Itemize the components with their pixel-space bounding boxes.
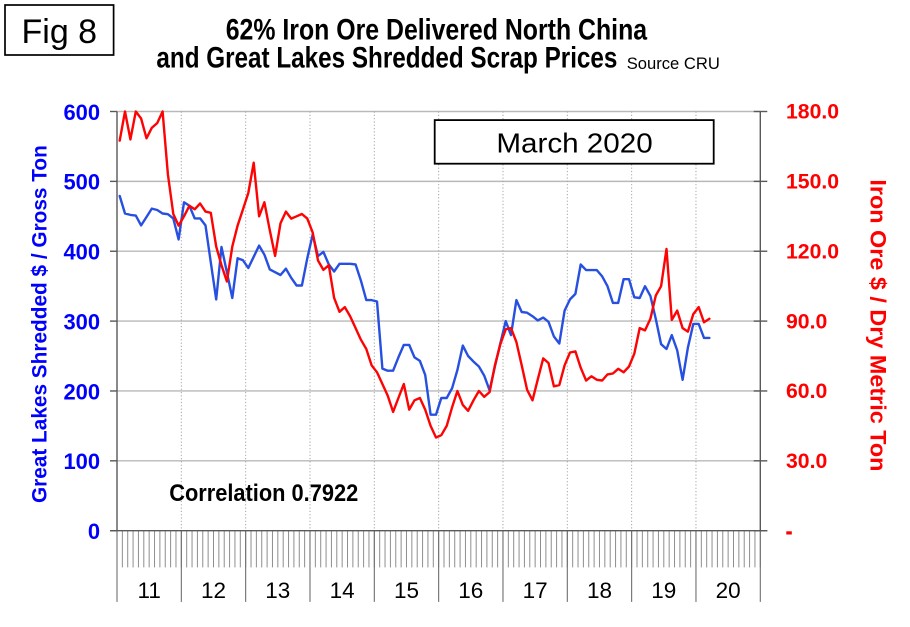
svg-text:18: 18	[587, 578, 612, 603]
svg-text:13: 13	[265, 578, 290, 603]
svg-text:200: 200	[63, 379, 100, 404]
svg-text:90.0: 90.0	[786, 310, 827, 333]
svg-text:15: 15	[394, 578, 419, 603]
svg-text:17: 17	[523, 578, 548, 603]
svg-text:Iron Ore $ / Dry Metric Ton: Iron Ore $ / Dry Metric Ton	[866, 179, 891, 471]
svg-text:19: 19	[651, 578, 676, 603]
svg-text:20: 20	[716, 578, 741, 603]
svg-text:400: 400	[63, 239, 100, 264]
svg-text:180.0: 180.0	[786, 101, 839, 124]
svg-text:11: 11	[138, 578, 161, 603]
svg-text:Fig 8: Fig 8	[22, 13, 98, 51]
svg-text:600: 600	[63, 99, 100, 124]
svg-text:30.0: 30.0	[786, 450, 827, 473]
svg-text:and Great Lakes Shredded Scrap: and Great Lakes Shredded Scrap Prices	[156, 40, 617, 74]
svg-text:500: 500	[63, 169, 100, 194]
svg-text:150.0: 150.0	[786, 171, 839, 194]
svg-text:300: 300	[63, 309, 100, 334]
svg-text:March 2020: March 2020	[496, 129, 652, 160]
svg-text:16: 16	[458, 578, 483, 603]
svg-text:Great Lakes Shredded $ / Gross: Great Lakes Shredded $ / Gross Ton	[28, 145, 51, 503]
svg-text:Source CRU: Source CRU	[627, 54, 720, 73]
svg-text:0: 0	[88, 519, 100, 544]
svg-text:60.0: 60.0	[786, 380, 827, 403]
svg-text:14: 14	[330, 578, 355, 603]
svg-text:120.0: 120.0	[786, 240, 839, 263]
svg-text:12: 12	[201, 578, 226, 603]
svg-text:Correlation 0.7922: Correlation 0.7922	[169, 479, 358, 506]
svg-text:100: 100	[63, 449, 100, 474]
svg-text:62% Iron Ore Delivered North C: 62% Iron Ore Delivered North China	[226, 12, 648, 46]
